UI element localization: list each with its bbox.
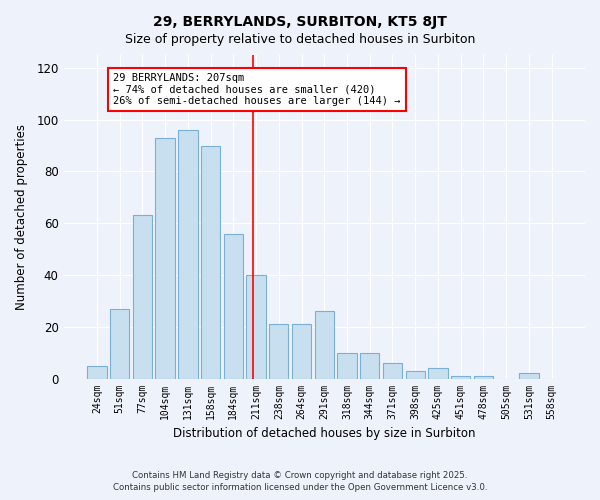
Bar bbox=[133, 216, 152, 378]
Bar bbox=[292, 324, 311, 378]
Text: Contains HM Land Registry data © Crown copyright and database right 2025.
Contai: Contains HM Land Registry data © Crown c… bbox=[113, 471, 487, 492]
Bar bbox=[474, 376, 493, 378]
Bar bbox=[224, 234, 243, 378]
Bar bbox=[155, 138, 175, 378]
Bar bbox=[314, 312, 334, 378]
Bar bbox=[178, 130, 197, 378]
Bar bbox=[406, 371, 425, 378]
Bar bbox=[110, 308, 130, 378]
Bar bbox=[519, 374, 539, 378]
Text: Size of property relative to detached houses in Surbiton: Size of property relative to detached ho… bbox=[125, 32, 475, 46]
Bar bbox=[337, 352, 356, 378]
Bar bbox=[87, 366, 107, 378]
Bar bbox=[383, 363, 402, 378]
Text: 29, BERRYLANDS, SURBITON, KT5 8JT: 29, BERRYLANDS, SURBITON, KT5 8JT bbox=[153, 15, 447, 29]
Bar bbox=[269, 324, 289, 378]
Bar bbox=[360, 352, 379, 378]
Y-axis label: Number of detached properties: Number of detached properties bbox=[15, 124, 28, 310]
Bar bbox=[428, 368, 448, 378]
Bar bbox=[451, 376, 470, 378]
Bar bbox=[247, 275, 266, 378]
X-axis label: Distribution of detached houses by size in Surbiton: Distribution of detached houses by size … bbox=[173, 427, 476, 440]
Text: 29 BERRYLANDS: 207sqm
← 74% of detached houses are smaller (420)
26% of semi-det: 29 BERRYLANDS: 207sqm ← 74% of detached … bbox=[113, 73, 401, 106]
Bar bbox=[201, 146, 220, 378]
